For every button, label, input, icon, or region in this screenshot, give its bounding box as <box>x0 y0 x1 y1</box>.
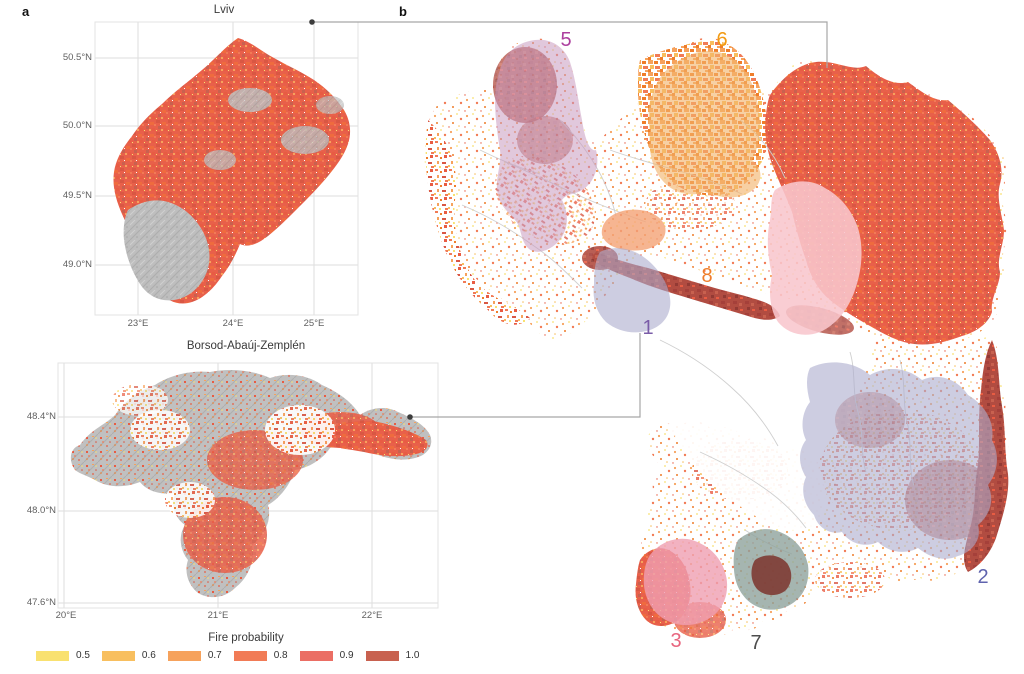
y-tick-label: 48.4°N <box>26 411 56 422</box>
y-tick-label: 49.5°N <box>62 190 92 201</box>
x-tick-label: 22°E <box>361 610 383 621</box>
legend-value-label: 0.5 <box>76 650 90 661</box>
legend-value-label: 0.7 <box>207 650 222 661</box>
legend-value-label: 0.8 <box>273 650 288 661</box>
x-tick-label: 25°E <box>303 318 325 329</box>
lviv-connector-dot <box>309 19 315 25</box>
legend-entry: 0.8 <box>233 650 288 661</box>
region-number-label: 1 <box>642 317 654 339</box>
region-5-overlay <box>495 39 598 252</box>
region-number-label: 3 <box>670 630 682 652</box>
legend-color-swatch <box>233 650 267 661</box>
region-number-label: 2 <box>977 566 989 588</box>
x-tick-label: 24°E <box>222 318 244 329</box>
legend-entry: 1.0 <box>365 650 420 661</box>
panel-connectors <box>312 21 828 418</box>
fire-probability-legend: Fire probability 0.5 0.6 0.7 <box>36 632 456 661</box>
region-number-label: 8 <box>701 265 713 287</box>
panel-b-label: b <box>399 4 407 19</box>
legend-entry: 0.5 <box>36 650 90 661</box>
region-6-overlay <box>648 50 761 198</box>
legend-entry: 0.6 <box>101 650 156 661</box>
y-tick-label: 49.0°N <box>62 259 92 270</box>
region-4-pink-overlay <box>767 181 862 335</box>
region-7-dark-patch <box>751 555 792 596</box>
panel-a-label: a <box>22 4 30 19</box>
legend-title: Fire probability <box>208 632 284 644</box>
legend-color-swatch <box>36 650 69 661</box>
y-tick-label: 50.0°N <box>62 120 92 131</box>
y-tick-label: 50.5°N <box>62 52 92 63</box>
legend-color-swatch <box>365 650 399 661</box>
borsod-connector-dot <box>407 414 413 420</box>
region-number-label: 5 <box>560 29 572 51</box>
lviv-map-panel <box>94 21 359 316</box>
legend-value-label: 1.0 <box>405 650 420 661</box>
y-tick-label: 47.6°N <box>26 597 56 608</box>
legend-value-label: 0.6 <box>141 650 156 661</box>
region-2-overlay <box>800 362 997 559</box>
region-number-label: 7 <box>750 632 762 654</box>
x-tick-label: 20°E <box>55 610 77 621</box>
y-tick-label: 48.0°N <box>26 505 56 516</box>
region-3-overlay <box>643 538 728 626</box>
legend-entry: 0.7 <box>167 650 222 661</box>
legend-color-swatch <box>101 650 135 661</box>
region-number-label: 6 <box>716 29 728 51</box>
borsod-map-title: Borsod-Abaúj-Zemplén <box>186 340 306 352</box>
region-1-overlay <box>593 248 671 333</box>
legend-value-label: 0.9 <box>339 650 354 661</box>
legend-color-swatch <box>299 650 333 661</box>
lviv-map-title: Lviv <box>213 4 235 16</box>
overview-map <box>424 37 1009 638</box>
region-8-overlay <box>601 209 666 251</box>
legend-entry: 0.9 <box>299 650 354 661</box>
region-number-label: 4 <box>873 155 885 177</box>
borsod-connector-line <box>410 333 641 418</box>
legend-color-swatch <box>167 650 201 661</box>
x-tick-label: 21°E <box>207 610 229 621</box>
borsod-map-panel <box>57 362 439 609</box>
x-tick-label: 23°E <box>127 318 149 329</box>
legend-entries: 0.5 0.6 0.7 0.8 <box>36 650 456 661</box>
lviv-connector-line <box>312 21 828 68</box>
